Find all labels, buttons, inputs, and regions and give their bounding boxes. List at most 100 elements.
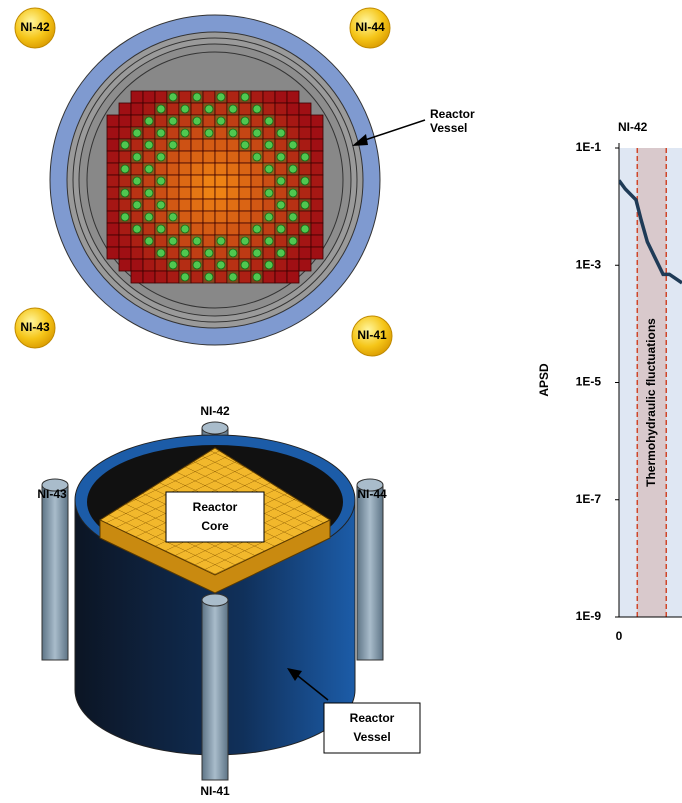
cell-tint <box>251 223 263 235</box>
cell-tint <box>299 151 311 163</box>
fuel-cell <box>155 163 167 175</box>
fuel-cell <box>203 115 215 127</box>
fuel-cell <box>311 199 323 211</box>
fuel-cell <box>239 175 251 187</box>
fuel-cell <box>203 187 215 199</box>
fuel-cell <box>215 103 227 115</box>
fuel-cell <box>191 223 203 235</box>
fuel-cell <box>131 235 143 247</box>
fuel-cell <box>107 247 119 259</box>
fuel-cell <box>299 259 311 271</box>
fuel-cell <box>227 163 239 175</box>
detector-label: NI-44 <box>357 487 387 501</box>
fuel-cell <box>131 103 143 115</box>
cell-tint <box>179 127 191 139</box>
fuel-cell <box>287 127 299 139</box>
fuel-cell <box>263 127 275 139</box>
fuel-cell <box>155 139 167 151</box>
fuel-cell <box>311 187 323 199</box>
fuel-cell <box>215 211 227 223</box>
fuel-cell <box>299 247 311 259</box>
cell-tint <box>227 103 239 115</box>
fuel-cell <box>107 127 119 139</box>
fuel-cell <box>287 259 299 271</box>
cell-tint <box>287 139 299 151</box>
iso-view: Reactor Core NI-42 NI-43 NI-44 NI-41 Rea… <box>37 404 420 798</box>
fuel-cell <box>179 139 191 151</box>
detector-rod <box>42 485 68 660</box>
fuel-cell <box>167 199 179 211</box>
cell-tint <box>155 175 167 187</box>
fuel-cell <box>287 91 299 103</box>
detector-label: NI-43 <box>37 487 67 501</box>
cell-tint <box>239 91 251 103</box>
fuel-cell <box>203 91 215 103</box>
fuel-cell <box>191 103 203 115</box>
fuel-cell <box>311 175 323 187</box>
fuel-cell <box>191 175 203 187</box>
detector-label: NI-42 <box>20 20 50 34</box>
cell-tint <box>191 235 203 247</box>
cell-tint <box>119 163 131 175</box>
fuel-cell <box>311 211 323 223</box>
fuel-cell <box>179 235 191 247</box>
y-tick-label: 1E-5 <box>576 375 602 389</box>
fuel-cell <box>119 115 131 127</box>
fuel-cell <box>311 115 323 127</box>
fuel-cell <box>155 91 167 103</box>
cell-tint <box>143 235 155 247</box>
fuel-cell <box>299 163 311 175</box>
fuel-cell <box>251 115 263 127</box>
fuel-cell <box>107 223 119 235</box>
cell-tint <box>251 103 263 115</box>
fuel-cell <box>119 235 131 247</box>
fuel-cell <box>107 199 119 211</box>
fuel-cell <box>155 115 167 127</box>
fuel-cell <box>191 139 203 151</box>
cell-tint <box>179 247 191 259</box>
cell-tint <box>167 91 179 103</box>
fuel-cell <box>131 91 143 103</box>
cell-tint <box>263 187 275 199</box>
fuel-cell <box>311 151 323 163</box>
cell-tint <box>263 211 275 223</box>
fuel-cell <box>119 247 131 259</box>
cell-tint <box>287 187 299 199</box>
fuel-cell <box>119 259 131 271</box>
fuel-cell <box>215 223 227 235</box>
fuel-cell <box>119 103 131 115</box>
cell-tint <box>251 271 263 283</box>
fuel-cell <box>263 151 275 163</box>
fuel-cell <box>299 139 311 151</box>
cell-tint <box>239 259 251 271</box>
fuel-cell <box>275 259 287 271</box>
fuel-cell <box>131 247 143 259</box>
fuel-cell <box>251 211 263 223</box>
fuel-cell <box>143 223 155 235</box>
cell-tint <box>203 247 215 259</box>
cell-tint <box>155 199 167 211</box>
cell-tint <box>155 103 167 115</box>
cell-tint <box>131 223 143 235</box>
fuel-cell <box>143 247 155 259</box>
fuel-cell <box>167 271 179 283</box>
arrow <box>365 120 425 140</box>
cell-tint <box>155 151 167 163</box>
chart: Thermohydraulic fluctuations1E-11E-31E-5… <box>537 120 682 643</box>
fuel-cell <box>179 199 191 211</box>
fuel-cell <box>203 259 215 271</box>
fuel-cell <box>275 187 287 199</box>
fuel-cell <box>299 211 311 223</box>
vessel-label: Reactor <box>350 711 395 725</box>
fuel-cell <box>227 211 239 223</box>
fuel-cell <box>275 103 287 115</box>
fuel-cell <box>239 271 251 283</box>
cell-tint <box>155 223 167 235</box>
cell-tint <box>239 139 251 151</box>
cell-tint <box>167 211 179 223</box>
fuel-cell <box>203 235 215 247</box>
fuel-cell <box>203 211 215 223</box>
cell-tint <box>119 139 131 151</box>
cell-tint <box>275 223 287 235</box>
x-tick-label: 0 <box>616 629 623 643</box>
